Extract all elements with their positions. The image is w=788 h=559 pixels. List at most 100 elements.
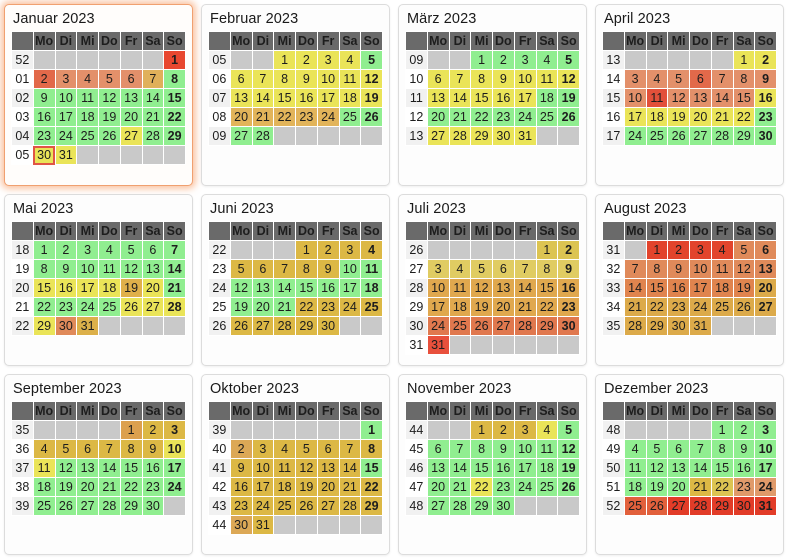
- day-cell[interactable]: 20: [426, 477, 450, 497]
- day-cell[interactable]: 14: [163, 259, 186, 279]
- day-cell[interactable]: 22: [710, 477, 734, 497]
- day-cell[interactable]: 30: [492, 496, 515, 516]
- day-cell[interactable]: 3: [338, 240, 362, 260]
- day-cell[interactable]: 10: [426, 278, 450, 298]
- day-cell[interactable]: 13: [76, 458, 99, 478]
- day-cell[interactable]: 19: [470, 297, 493, 317]
- day-cell[interactable]: 29: [470, 126, 493, 146]
- day-cell[interactable]: 3: [163, 420, 186, 440]
- day-cell[interactable]: 3: [316, 50, 340, 70]
- day-cell[interactable]: 28: [689, 496, 712, 516]
- day-cell[interactable]: 20: [76, 477, 99, 497]
- day-cell[interactable]: 9: [667, 259, 690, 279]
- day-cell[interactable]: 26: [119, 297, 143, 317]
- day-cell[interactable]: 19: [98, 107, 121, 127]
- day-cell[interactable]: 27: [492, 316, 515, 336]
- day-cell[interactable]: 4: [273, 439, 296, 459]
- day-cell[interactable]: 24: [754, 477, 777, 497]
- day-cell[interactable]: 5: [732, 240, 756, 260]
- day-cell[interactable]: 19: [54, 477, 78, 497]
- day-cell[interactable]: 24: [426, 316, 450, 336]
- day-cell[interactable]: 28: [273, 316, 296, 336]
- day-cell[interactable]: 22: [470, 477, 493, 497]
- day-cell[interactable]: 28: [710, 126, 734, 146]
- day-cell[interactable]: 5: [98, 69, 121, 89]
- day-cell[interactable]: 11: [535, 439, 559, 459]
- day-cell[interactable]: 7: [623, 259, 647, 279]
- day-cell[interactable]: 13: [492, 278, 515, 298]
- day-cell[interactable]: 25: [535, 477, 559, 497]
- day-cell[interactable]: 27: [76, 496, 99, 516]
- day-cell[interactable]: 20: [251, 297, 275, 317]
- day-cell[interactable]: 25: [448, 316, 472, 336]
- day-cell[interactable]: 4: [338, 50, 362, 70]
- day-cell[interactable]: 6: [667, 439, 690, 459]
- day-cell[interactable]: 7: [141, 69, 165, 89]
- day-cell[interactable]: 14: [689, 458, 712, 478]
- day-cell[interactable]: 4: [645, 69, 669, 89]
- day-cell[interactable]: 16: [492, 88, 515, 108]
- day-cell[interactable]: 19: [645, 477, 669, 497]
- day-cell[interactable]: 29: [645, 316, 669, 336]
- month-card[interactable]: Juli 2023 Mo Di Mi Do Fr Sa So 26 1 2 27 3 4 5 6 7 8 9 28 10…: [398, 194, 587, 366]
- day-cell[interactable]: 15: [470, 88, 493, 108]
- day-cell[interactable]: 1: [119, 420, 143, 440]
- day-cell[interactable]: 7: [273, 259, 296, 279]
- day-cell[interactable]: 5: [645, 439, 669, 459]
- day-cell[interactable]: 25: [535, 107, 559, 127]
- day-cell[interactable]: 29: [32, 316, 56, 336]
- day-cell[interactable]: 15: [645, 278, 669, 298]
- day-cell[interactable]: 9: [732, 439, 756, 459]
- day-cell[interactable]: 17: [689, 278, 712, 298]
- day-cell[interactable]: 23: [316, 297, 340, 317]
- month-card[interactable]: März 2023 Mo Di Mi Do Fr Sa So 09 1 2 3 4 5 10 6 7 8 9 10 11…: [398, 4, 587, 186]
- day-cell[interactable]: 25: [76, 126, 99, 146]
- day-cell[interactable]: 12: [295, 458, 318, 478]
- day-cell[interactable]: 11: [273, 458, 296, 478]
- day-cell[interactable]: 14: [98, 458, 121, 478]
- day-cell[interactable]: 14: [513, 278, 537, 298]
- day-cell[interactable]: 5: [229, 259, 253, 279]
- month-card[interactable]: Juni 2023 Mo Di Mi Do Fr Sa So 22 1 2 3 4 23 5 6 7 8 9 10 11…: [201, 194, 390, 366]
- day-cell[interactable]: 16: [295, 88, 318, 108]
- day-cell[interactable]: 2: [557, 240, 580, 260]
- day-cell[interactable]: 30: [667, 316, 690, 336]
- day-cell[interactable]: 31: [689, 316, 712, 336]
- day-cell[interactable]: 13: [119, 88, 143, 108]
- day-cell[interactable]: 16: [492, 458, 515, 478]
- day-cell[interactable]: 10: [54, 88, 78, 108]
- day-cell[interactable]: 12: [667, 88, 690, 108]
- day-cell[interactable]: 20: [689, 107, 712, 127]
- day-cell[interactable]: 29: [732, 126, 756, 146]
- day-cell[interactable]: 16: [732, 458, 756, 478]
- day-cell[interactable]: 23: [754, 107, 777, 127]
- day-cell[interactable]: 22: [645, 297, 669, 317]
- day-cell[interactable]: 5: [54, 439, 78, 459]
- day-cell[interactable]: 22: [470, 107, 493, 127]
- day-cell[interactable]: 22: [535, 297, 559, 317]
- day-cell[interactable]: 11: [535, 69, 559, 89]
- day-cell[interactable]: 9: [492, 439, 515, 459]
- day-cell[interactable]: 13: [251, 278, 275, 298]
- day-cell[interactable]: 14: [710, 88, 734, 108]
- day-cell[interactable]: 15: [163, 88, 186, 108]
- day-cell[interactable]: 17: [54, 107, 78, 127]
- day-cell[interactable]: 30: [141, 496, 165, 516]
- day-cell[interactable]: 20: [426, 107, 450, 127]
- day-cell[interactable]: 16: [229, 477, 253, 497]
- day-cell[interactable]: 24: [163, 477, 186, 497]
- day-cell[interactable]: 8: [32, 259, 56, 279]
- day-cell[interactable]: 21: [338, 477, 362, 497]
- day-cell[interactable]: 24: [316, 107, 340, 127]
- day-cell[interactable]: 9: [492, 69, 515, 89]
- day-cell[interactable]: 2: [229, 439, 253, 459]
- day-cell[interactable]: 11: [98, 259, 121, 279]
- day-cell[interactable]: 28: [623, 316, 647, 336]
- day-cell[interactable]: 9: [295, 69, 318, 89]
- day-cell[interactable]: 24: [76, 297, 99, 317]
- day-cell[interactable]: 27: [229, 126, 253, 146]
- day-cell[interactable]: 13: [141, 259, 165, 279]
- day-cell[interactable]: 29: [119, 496, 143, 516]
- day-cell[interactable]: 28: [98, 496, 121, 516]
- month-card[interactable]: August 2023 Mo Di Mi Do Fr Sa So 31 1 2 3 4 5 6 32 7 8 9 10…: [595, 194, 784, 366]
